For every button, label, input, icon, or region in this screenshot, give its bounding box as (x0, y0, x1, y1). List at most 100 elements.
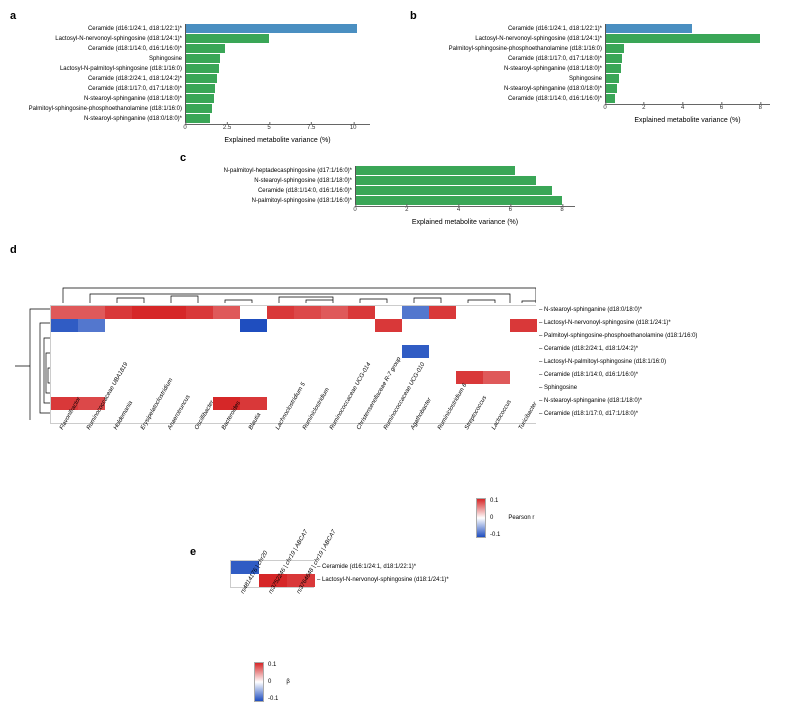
axis-tick: 8 (759, 105, 762, 111)
bar (605, 94, 615, 103)
heatmap-cell (51, 384, 78, 397)
bar (605, 44, 624, 53)
heatmap-cell (51, 345, 78, 358)
bar-label: Ceramide (d18:2/24:1, d18:1/24:2)* (10, 76, 185, 82)
heatmap-cell (213, 332, 240, 345)
bar-row: Ceramide (d18:1/14:0, d16:1/16:0)* (180, 186, 620, 195)
heatmap-row-label: – Lactosyl-N-nervonoyl-sphingosine (d18:… (536, 316, 697, 329)
legend-tick: 0 (490, 515, 500, 521)
heatmap-cell (132, 319, 159, 332)
heatmap-row-label: – Sphingosine (536, 381, 697, 394)
heatmap-cell (240, 358, 267, 371)
heatmap-cell (483, 384, 510, 397)
heatmap-cell (294, 345, 321, 358)
bar-label: Lactosyl-N-nervonoyl-sphingosine (d18:1/… (410, 36, 605, 42)
heatmap-row-label: – Ceramide (d18:1/14:0, d16:1/16:0)* (536, 368, 697, 381)
x-axis-label: Explained metabolite variance (%) (185, 137, 370, 144)
bar-label: Palmitoyl-sphingosine-phosphoethanolamin… (10, 106, 185, 112)
legend-tick: -0.1 (490, 532, 500, 538)
heatmap-cell (510, 306, 537, 319)
axis-tick: 6 (509, 207, 512, 213)
heatmap-cell (348, 345, 375, 358)
bar-row: Sphingosine (10, 54, 390, 63)
heatmap-cell (429, 371, 456, 384)
axis-tick: 0 (603, 105, 606, 111)
heatmap-cell (429, 384, 456, 397)
bar-label: Ceramide (d16:1/24:1, d18:1/22:1)* (10, 26, 185, 32)
bar-row: Lactosyl-N-nervonoyl-sphingosine (d18:1/… (410, 34, 790, 43)
heatmap-cell (240, 332, 267, 345)
bar-label: Lactosyl-N-palmitoyl-sphingosine (d18:1/… (10, 66, 185, 72)
bar-row: Ceramide (d18:1/17:0, d17:1/18:0)* (410, 54, 790, 63)
heatmap-cell (240, 306, 267, 319)
bar-label: Ceramide (d16:1/24:1, d18:1/22:1)* (410, 26, 605, 32)
panel-e: e rs4814176 | chr20rs3752246 | chr19 | A… (190, 542, 790, 702)
heatmap-cell (240, 397, 267, 410)
heatmap-cell (429, 306, 456, 319)
axis-tick: 5 (267, 125, 270, 131)
heatmap-legend: 0.10-0.1β (254, 662, 790, 702)
axis-tick: 10 (350, 125, 357, 131)
bar (185, 34, 269, 43)
heatmap-cell (510, 371, 537, 384)
heatmap-cell (483, 345, 510, 358)
legend-tick: 0.1 (268, 662, 278, 668)
axis-tick: 7.5 (307, 125, 315, 131)
legend-title: Pearson r (508, 515, 534, 521)
heatmap-cell (78, 345, 105, 358)
heatmap-cell (105, 345, 132, 358)
heatmap-row-label: – Lactosyl-N-nervonoyl-sphingosine (d18:… (314, 573, 449, 586)
heatmap-cell (159, 332, 186, 345)
bar (185, 64, 219, 73)
heatmap-cell (105, 332, 132, 345)
axis-tick: 0 (183, 125, 186, 131)
bar (355, 176, 536, 185)
heatmap-row-label: – Ceramide (d18:2/24:1, d18:1/24:2)* (536, 342, 697, 355)
heatmap-cell (132, 371, 159, 384)
bar-row: N-palmitoyl-heptadecasphingosine (d17:1/… (180, 166, 620, 175)
bar-label: N-stearoyl-sphinganine (d18:1/18:0)* (10, 96, 185, 102)
heatmap-cell (186, 358, 213, 371)
bar (605, 24, 692, 33)
heatmap-cell (456, 332, 483, 345)
heatmap-cell (105, 319, 132, 332)
heatmap-cell (456, 306, 483, 319)
heatmap-cell (483, 332, 510, 345)
heatmap-cell (159, 345, 186, 358)
heatmap-cell (51, 306, 78, 319)
heatmap-cell (429, 319, 456, 332)
heatmap-cell (186, 332, 213, 345)
axis-tick: 2.5 (223, 125, 231, 131)
bar-label: Sphingosine (410, 76, 605, 82)
bar-label: Ceramide (d18:1/17:0, d17:1/18:0)* (10, 86, 185, 92)
legend-title: β (286, 679, 289, 685)
heatmap-cell (51, 332, 78, 345)
legend-tick: 0.1 (490, 498, 500, 504)
heatmap-cell (321, 306, 348, 319)
heatmap-row-label: – Ceramide (d18:1/17:0, d17:1/18:0)* (536, 407, 697, 420)
bar-label: N-palmitoyl-heptadecasphingosine (d17:1/… (180, 168, 355, 174)
bar-label: N-stearoyl-sphinganine (d18:1/18:0)* (410, 66, 605, 72)
panel-d-label: d (10, 244, 17, 256)
heatmap-cell (510, 319, 537, 332)
heatmap-cell (105, 306, 132, 319)
heatmap-cell (402, 319, 429, 332)
bar-label: Ceramide (d18:1/17:0, d17:1/18:0)* (410, 56, 605, 62)
bar-label: N-stearoyl-sphinganine (d18:0/18:0)* (10, 116, 185, 122)
bar (185, 104, 212, 113)
heatmap-cell (159, 306, 186, 319)
heatmap-cell (348, 332, 375, 345)
heatmap-cell (294, 319, 321, 332)
heatmap-cell (186, 345, 213, 358)
heatmap-cell (78, 306, 105, 319)
heatmap-cell (186, 306, 213, 319)
heatmap-cell (294, 371, 321, 384)
heatmap-cell (240, 345, 267, 358)
heatmap-cell (132, 358, 159, 371)
panel-b: b Ceramide (d16:1/24:1, d18:1/22:1)*Lact… (410, 10, 790, 144)
bar-label: Palmitoyl-sphingosine-phosphoethanolamin… (410, 46, 605, 52)
bar-row: Palmitoyl-sphingosine-phosphoethanolamin… (10, 104, 390, 113)
heatmap-cell (456, 371, 483, 384)
heatmap-cell (375, 332, 402, 345)
heatmap-cell (456, 345, 483, 358)
